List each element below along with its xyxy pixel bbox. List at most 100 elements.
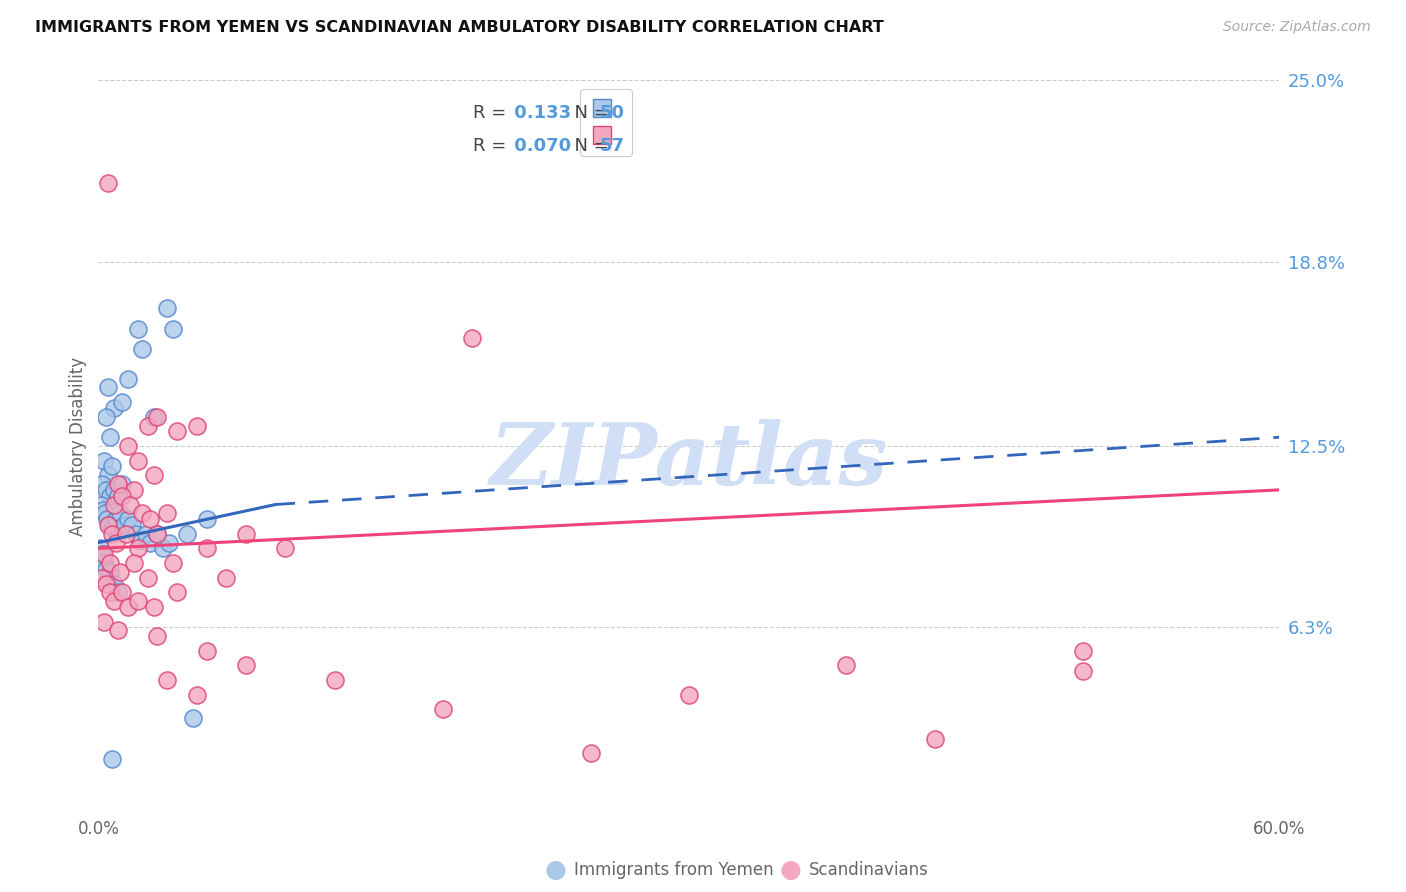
Point bbox=[156, 673, 179, 687]
Point bbox=[157, 535, 180, 549]
Point bbox=[127, 453, 149, 467]
Point bbox=[111, 477, 134, 491]
Point bbox=[117, 599, 139, 614]
Point bbox=[96, 562, 118, 576]
Text: Scandinavians: Scandinavians bbox=[808, 861, 928, 879]
Point bbox=[1071, 644, 1094, 658]
Point bbox=[131, 343, 153, 357]
Point bbox=[146, 526, 169, 541]
Point bbox=[152, 541, 174, 556]
Point bbox=[678, 688, 700, 702]
Point bbox=[131, 506, 153, 520]
Point bbox=[142, 409, 165, 424]
Point bbox=[107, 624, 129, 638]
Text: IMMIGRANTS FROM YEMEN VS SCANDINAVIAN AMBULATORY DISABILITY CORRELATION CHART: IMMIGRANTS FROM YEMEN VS SCANDINAVIAN AM… bbox=[35, 20, 884, 35]
Point bbox=[98, 565, 121, 579]
Point bbox=[835, 658, 858, 673]
Point bbox=[101, 526, 124, 541]
Point bbox=[181, 711, 204, 725]
Point bbox=[125, 526, 148, 541]
Text: N =: N = bbox=[562, 104, 614, 122]
Point bbox=[97, 518, 120, 533]
Point bbox=[93, 453, 115, 467]
Point bbox=[274, 541, 297, 556]
Point bbox=[111, 395, 134, 409]
Point bbox=[138, 512, 160, 526]
Point bbox=[579, 746, 602, 760]
Point bbox=[94, 506, 117, 520]
Point bbox=[96, 409, 118, 424]
Point bbox=[111, 585, 134, 599]
Point bbox=[93, 503, 115, 517]
Point bbox=[108, 565, 131, 579]
Point bbox=[215, 571, 238, 585]
Point bbox=[176, 526, 198, 541]
Point bbox=[128, 533, 150, 547]
Point bbox=[1071, 665, 1094, 679]
Point bbox=[107, 489, 129, 503]
Point bbox=[98, 430, 121, 444]
Point bbox=[93, 615, 115, 629]
Point bbox=[97, 571, 120, 585]
Point bbox=[156, 506, 179, 520]
Point bbox=[166, 585, 188, 599]
Point bbox=[142, 468, 165, 483]
Point bbox=[235, 526, 257, 541]
Point bbox=[96, 576, 118, 591]
Point bbox=[195, 644, 218, 658]
Point bbox=[101, 521, 124, 535]
Point bbox=[118, 498, 141, 512]
Point bbox=[103, 483, 125, 497]
Point bbox=[97, 468, 120, 483]
Point bbox=[91, 571, 114, 585]
Point bbox=[146, 629, 169, 643]
Point bbox=[162, 322, 184, 336]
Text: ●: ● bbox=[544, 858, 567, 881]
Legend: , : , bbox=[581, 89, 633, 156]
Text: 0.070: 0.070 bbox=[508, 137, 571, 155]
Point bbox=[98, 518, 121, 533]
Text: Immigrants from Yemen: Immigrants from Yemen bbox=[574, 861, 773, 879]
Point bbox=[89, 541, 111, 556]
Y-axis label: Ambulatory Disability: Ambulatory Disability bbox=[69, 357, 87, 535]
Point bbox=[91, 477, 114, 491]
Point bbox=[105, 535, 128, 549]
Point bbox=[103, 498, 125, 512]
Point bbox=[924, 731, 946, 746]
Point bbox=[135, 526, 157, 541]
Point bbox=[146, 409, 169, 424]
Point bbox=[101, 459, 124, 474]
Point bbox=[138, 535, 160, 549]
Point bbox=[195, 541, 218, 556]
Point bbox=[117, 439, 139, 453]
Point bbox=[91, 547, 114, 561]
Point bbox=[121, 518, 143, 533]
Point bbox=[323, 673, 346, 687]
Point bbox=[105, 512, 128, 526]
Point bbox=[103, 594, 125, 608]
Point bbox=[136, 571, 159, 585]
Point bbox=[142, 599, 165, 614]
Point bbox=[103, 576, 125, 591]
Text: 57: 57 bbox=[599, 137, 624, 155]
Point bbox=[136, 418, 159, 433]
Point bbox=[93, 547, 115, 561]
Text: ●: ● bbox=[779, 858, 801, 881]
Point bbox=[98, 489, 121, 503]
Point bbox=[156, 301, 179, 316]
Point bbox=[117, 512, 139, 526]
Point bbox=[115, 526, 138, 541]
Point bbox=[122, 483, 145, 497]
Point bbox=[146, 526, 169, 541]
Text: R =: R = bbox=[472, 104, 512, 122]
Point bbox=[186, 688, 208, 702]
Text: ZIPatlas: ZIPatlas bbox=[489, 419, 889, 502]
Point bbox=[235, 658, 257, 673]
Point bbox=[107, 477, 129, 491]
Point bbox=[101, 752, 124, 766]
Point bbox=[166, 425, 188, 439]
Point bbox=[117, 372, 139, 386]
Point bbox=[98, 556, 121, 570]
Point bbox=[97, 176, 120, 190]
Point bbox=[111, 489, 134, 503]
